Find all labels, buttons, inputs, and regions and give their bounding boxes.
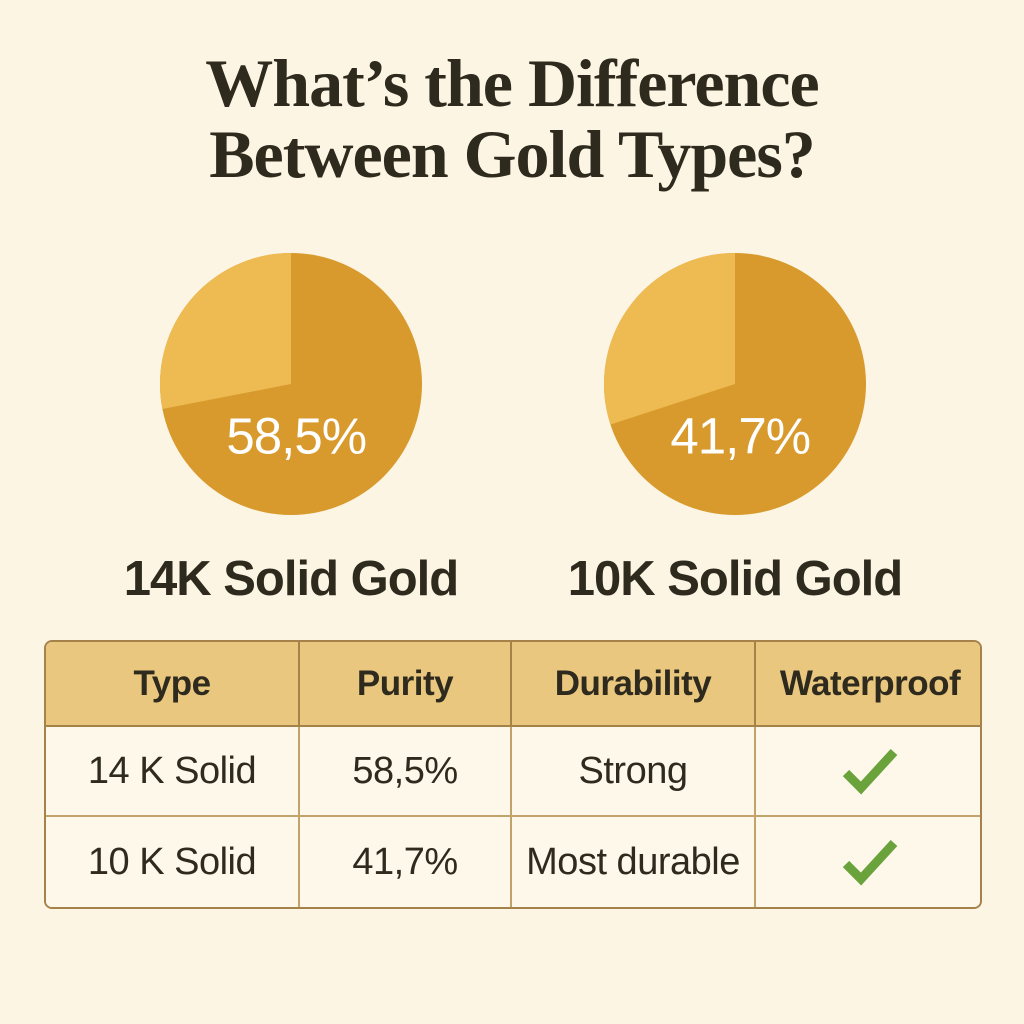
pie-slice-light-14k [160,253,291,409]
table-cell-durability-14k: Strong [512,727,756,817]
pie-block-14k: 58,5% [160,253,422,515]
pie-percentage-10k: 41,7% [670,407,811,465]
pie-caption-14k: 14K Solid Gold [123,552,459,606]
table-cell-type-10k: 10 K Solid [46,817,300,907]
table-cell-durability-10k: Most durable [512,817,756,907]
title-line-1: What’s the Difference [205,45,819,121]
table-cell-purity-14k: 58,5% [300,727,512,817]
page-title: What’s the Difference Between Gold Types… [0,45,1024,193]
check-icon [839,746,901,796]
pie-chart-14k [160,253,422,515]
table-cell-waterproof-14k [756,727,980,817]
pie-slice-light-10k [604,253,735,425]
pie-chart-10k [604,253,866,515]
table-cell-type-14k: 14 K Solid [46,727,300,817]
pie-caption-10k: 10K Solid Gold [567,552,903,606]
gold-comparison-table: Type Purity Durability Waterproof 14 K S… [44,640,982,909]
header-cell-waterproof: Waterproof [756,642,980,727]
pie-block-10k: 41,7% [604,253,866,515]
title-line-2: Between Gold Types? [209,116,816,193]
table-cell-waterproof-10k [756,817,980,907]
check-icon [839,837,901,887]
header-cell-purity: Purity [300,642,512,727]
table-cell-purity-10k: 41,7% [300,817,512,907]
pie-percentage-14k: 58,5% [226,407,367,465]
header-cell-durability: Durability [512,642,756,727]
header-cell-type: Type [46,642,300,727]
